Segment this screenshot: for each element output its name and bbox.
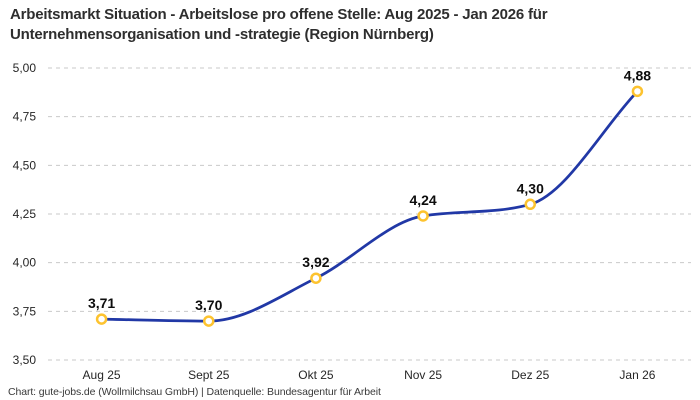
data-point-label: 4,88	[624, 67, 651, 83]
gridlines	[48, 67, 691, 361]
data-point-marker[interactable]	[95, 313, 108, 325]
x-tick-label: Aug 25	[83, 368, 121, 382]
data-point-label: 4,30	[517, 180, 544, 196]
data-point-marker[interactable]	[310, 272, 322, 284]
y-tick-label: 4,75	[13, 110, 37, 124]
x-axis-labels: Aug 25 Sept 25 Okt 25 Nov 25 Dez 25 Jan 26	[83, 368, 656, 382]
y-tick-label: 3,50	[13, 353, 37, 367]
data-point-label: 3,92	[302, 254, 329, 270]
data-point-marker[interactable]	[417, 210, 429, 222]
data-points	[95, 85, 644, 327]
x-tick-label: Dez 25	[511, 368, 549, 382]
data-point-label: 4,24	[409, 192, 436, 208]
y-tick-label: 5,00	[13, 61, 37, 75]
y-tick-label: 3,75	[13, 304, 37, 318]
x-tick-label: Jan 26	[619, 368, 655, 382]
x-tick-label: Nov 25	[404, 368, 442, 382]
line-series-path	[100, 90, 639, 323]
chart-title: Arbeitsmarkt Situation - Arbeitslose pro…	[10, 5, 548, 45]
data-point-marker[interactable]	[631, 85, 644, 98]
data-point-marker[interactable]	[524, 198, 536, 211]
y-tick-label: 4,25	[13, 207, 37, 221]
chart-title-line-1: Arbeitsmarkt Situation - Arbeitslose pro…	[10, 6, 548, 23]
data-point-labels: 3,71 3,70 3,92 4,24 4,30 4,88	[88, 67, 651, 313]
chart-title-line-2: Unternehmensorganisation und -strategie …	[10, 26, 434, 43]
data-point-label: 3,71	[88, 295, 115, 311]
y-tick-label: 4,50	[13, 158, 37, 172]
y-axis-labels: 5,00 4,75 4,50 4,25 4,00 3,75 3,50	[13, 61, 37, 367]
chart-footer-attribution: Chart: gute-jobs.de (Wollmilchsau GmbH) …	[8, 386, 381, 398]
x-tick-label: Okt 25	[298, 368, 334, 382]
y-tick-label: 4,00	[13, 256, 37, 270]
data-point-label: 3,70	[195, 297, 222, 313]
data-point-marker[interactable]	[203, 315, 215, 327]
x-tick-label: Sept 25	[188, 368, 230, 382]
